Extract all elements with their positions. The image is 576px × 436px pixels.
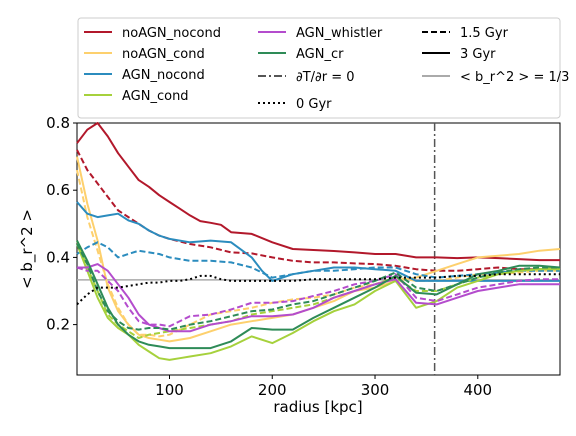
legend-label-1-5gyr: 1.5 Gyr — [460, 26, 509, 41]
x-axis-label: radius [kpc] — [273, 398, 362, 416]
ticks-layer: 100 200 300 400 0.2 0.4 0.6 0.8 — [46, 114, 492, 399]
y-tick-label: 0.4 — [46, 248, 70, 266]
legend: noAGN_nocond noAGN_cond AGN_nocond AGN_c… — [77, 17, 569, 119]
x-tick-label: 200 — [258, 381, 287, 399]
legend-label-agn-nocond: AGN_nocond — [122, 68, 205, 83]
series-line-agn-whistler-dashed — [76, 266, 560, 328]
legend-label-agn-whistler: AGN_whistler — [296, 26, 383, 41]
x-tick-label: 300 — [361, 381, 390, 399]
series-line-agn-cr-solid — [76, 240, 561, 350]
legend-frame — [77, 17, 561, 119]
x-tick-label: 100 — [155, 381, 184, 399]
series-line-agn-cr-dashed — [76, 243, 560, 331]
legend-label-noagn-cond: noAGN_cond — [122, 47, 205, 62]
y-tick-label: 0.2 — [46, 316, 70, 334]
y-tick-label: 0.6 — [46, 181, 70, 199]
series-line-agn-whistler-solid — [77, 263, 560, 333]
series-line-noagn-nocond-solid — [76, 122, 560, 262]
series-layer — [76, 122, 561, 361]
legend-label-3gyr: 3 Gyr — [460, 47, 496, 62]
legend-label-one-third: < b_r^2 > = 1/3 — [460, 70, 569, 85]
y-tick-label: 0.8 — [46, 114, 70, 132]
x-tick-label: 400 — [463, 381, 492, 399]
series-line-agn-cond-dashed — [76, 240, 561, 339]
legend-label-dtdr: ∂T/∂r = 0 — [296, 70, 355, 85]
legend-label-0gyr: 0 Gyr — [296, 97, 332, 112]
legend-label-agn-cond: AGN_cond — [122, 89, 189, 104]
series-line-noagn-nocond-dashed — [76, 149, 560, 272]
legend-label-noagn-nocond: noAGN_nocond — [122, 26, 221, 41]
series-line-agn-nocond-dashed — [76, 241, 560, 279]
y-axis-label: < b_r^2 > — [18, 209, 37, 289]
legend-label-agn-cr: AGN_cr — [296, 47, 344, 62]
